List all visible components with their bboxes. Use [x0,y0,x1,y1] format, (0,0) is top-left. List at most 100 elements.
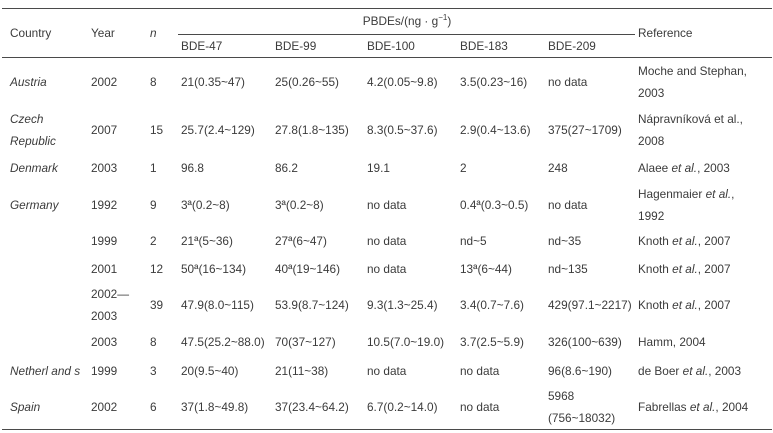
cell-bde209: 96(8.6~190) [548,363,612,378]
reference-etal: et al. [671,161,698,175]
cell-year: 2002— 2003 [91,286,130,323]
cell-country: Germany [10,197,59,212]
table-row: 2002— 2003 39 47.9(8.0~115) 53.9(8.7~124… [2,283,772,327]
reference-text: Knoth [638,233,673,248]
cell-bde100: 9.3(1.3~25.4) [367,297,438,312]
reference-etal: et al. [672,261,698,276]
table-row: Denmark 2003 1 96.8 86.2 19.1 2 248 Alae… [2,154,772,183]
header-bde100: BDE-100 [364,34,457,58]
header-year: Year [88,8,146,58]
reference-text: Knoth [638,261,673,276]
cell-bde47: 21(0.35~47) [181,74,245,89]
cell-year: 2002 [91,74,118,89]
reference-etal: et al. [682,363,709,378]
cell-bde100: no data [367,197,407,212]
header-country: Country [2,8,88,58]
cell-bde47: 21ª(5~36) [181,233,233,248]
cell-year: 1992 [91,197,118,212]
cell-bde99: 37(23.4~64.2) [275,399,349,414]
cell-country: Czech Republic [10,111,56,148]
cell-bde99: 70(37~127) [275,334,336,349]
cell-year: 2007 [91,122,118,137]
reference-year: , 2007 [697,261,731,276]
header-bde209: BDE-209 [545,34,636,58]
cell-country: Spain [10,399,41,414]
pbdes-group-label-close: ) [447,14,452,28]
table-row: 1999 2 21ª(5~36) 27ª(6~47) no data nd~5 … [2,227,772,255]
reference-year: , 2007 [697,297,731,312]
cell-reference: Alaee et al., 2003 [635,154,772,183]
cell-bde209: nd~135 [548,261,588,276]
cell-bde183: 13ª(6~44) [460,261,512,276]
cell-bde100: 6.7(0.2~14.0) [367,399,438,414]
cell-bde100: no data [367,233,407,248]
cell-bde209: 429(97.1~2217) [548,297,632,312]
cell-n: 12 [150,261,164,276]
pbde-table: Country Year n PBDEs/(ng · g−1) Referenc… [2,8,773,430]
cell-year: 2001 [91,261,118,276]
reference-etal: et al. [672,297,698,312]
header-n: n [146,8,178,58]
cell-bde209: no data [548,74,588,89]
table-row: Austria 2002 8 21(0.35~47) 25(0.26~55) 4… [2,58,772,106]
header-bde99: BDE-99 [272,34,364,58]
cell-country: Austria [10,74,47,89]
cell-n: 3 [150,363,157,378]
cell-n: 6 [150,399,157,414]
cell-bde209: 5968 (756~18032) [548,388,616,425]
cell-country [2,283,88,327]
cell-bde99: 27ª(6~47) [275,233,327,248]
cell-country [2,227,88,255]
cell-bde209: nd~35 [548,233,582,248]
table-row: 2001 12 50ª(16~134) 40ª(19~146) no data … [2,255,772,283]
reference-year: , 2007 [697,233,731,248]
reference-text: Moche and Stephan, 2003 [638,63,747,100]
pbdes-group-exponent: −1 [438,13,448,23]
reference-year: , 1992 [638,186,735,223]
cell-year: 2003 [91,161,118,175]
header-row-congeners: BDE-47 BDE-99 BDE-100 BDE-183 BDE-209 [2,34,772,58]
cell-bde47: 96.8 [181,161,204,175]
cell-bde99: 86.2 [275,161,298,175]
cell-reference: Nápravníková et al., 2008 [635,106,772,154]
cell-bde183: 3.5(0.23~16) [460,74,528,89]
cell-reference: Knoth et al., 2007 [635,283,772,327]
reference-etal: et al. [705,186,732,201]
cell-bde100: 8.3(0.5~37.6) [367,122,438,137]
reference-etal: et al. [689,399,716,414]
cell-bde47: 20(9.5~40) [181,363,239,378]
reference-text: Knoth [638,297,673,312]
cell-reference: de Boer et al., 2003 [635,357,772,385]
cell-reference: Knoth et al., 2007 [635,227,772,255]
cell-n: 15 [150,122,164,137]
reference-text: Nápravníková et al., 2008 [638,111,743,148]
table-row: 2003 8 47.5(25.2~88.0) 70(37~127) 10.5(7… [2,327,772,357]
reference-text: Hamm, 2004 [638,334,706,349]
pbdes-group-label: PBDEs/(ng · g [362,14,439,28]
reference-etal: et al. [672,233,698,248]
cell-bde47: 47.5(25.2~88.0) [181,334,265,349]
reference-text: Alaee [638,161,672,175]
header-reference: Reference [635,8,773,58]
cell-country [2,327,88,357]
cell-reference: Hamm, 2004 [635,327,772,357]
header-bde183: BDE-183 [457,34,545,58]
cell-bde47: 50ª(16~134) [181,261,247,276]
cell-bde100: no data [367,363,407,378]
header-pbdes-group: PBDEs/(ng · g−1) [178,8,636,35]
cell-bde183: 3.4(0.7~7.6) [460,297,524,312]
cell-reference: Knoth et al., 2007 [635,255,772,283]
cell-n: 39 [150,297,164,312]
reference-text: Fabrellas [638,399,690,414]
cell-bde183: 0.4ª(0.3~0.5) [460,197,529,212]
cell-reference: Fabrellas et al., 2004 [635,385,772,430]
table-row: Spain 2002 6 37(1.8~49.8) 37(23.4~64.2) … [2,385,772,430]
cell-bde99: 21(11~38) [275,363,329,378]
cell-bde47: 3ª(0.2~8) [181,197,230,212]
reference-text: de Boer [638,363,683,378]
cell-bde183: 2.9(0.4~13.6) [460,122,531,137]
cell-n: 2 [150,233,157,248]
cell-reference: Hagenmaier et al., 1992 [635,183,772,227]
cell-bde99: 40ª(19~146) [275,261,341,276]
header-bde47: BDE-47 [178,34,272,58]
